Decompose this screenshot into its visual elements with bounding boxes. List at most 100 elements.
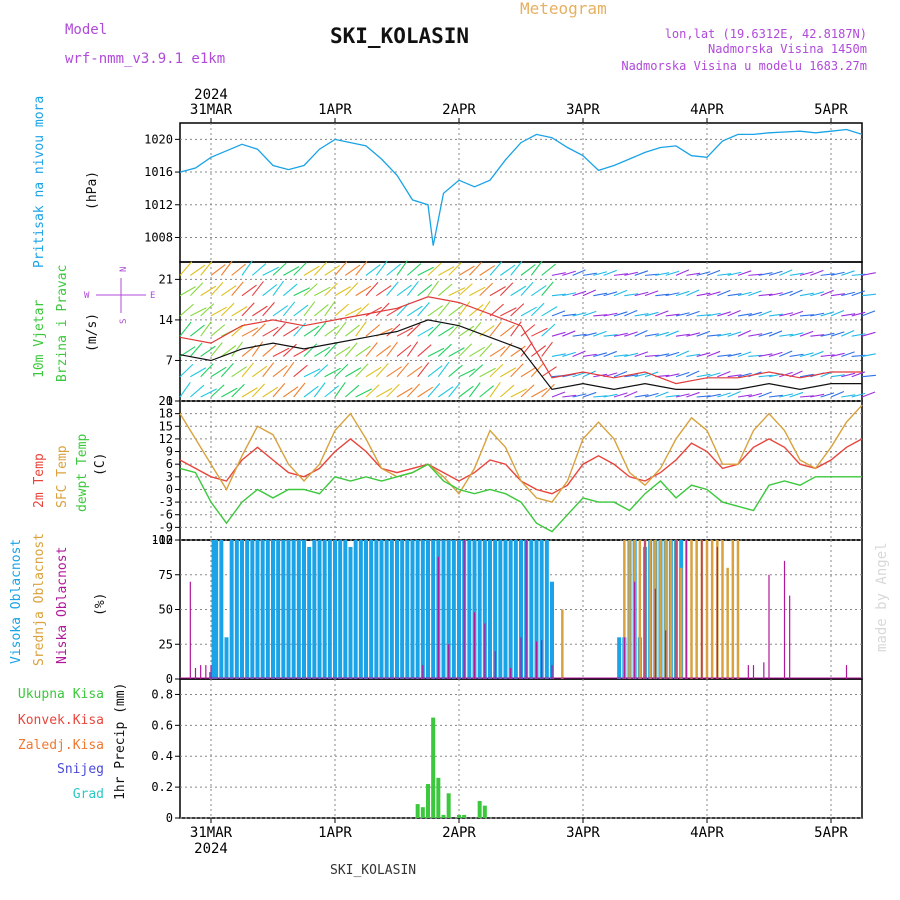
wind-barb (221, 387, 238, 398)
wind-barb (541, 366, 557, 378)
wind-barb (313, 322, 327, 337)
cloud-bar-high (353, 540, 358, 679)
cloud-bar-high (255, 540, 260, 679)
cloud-bar-low (665, 630, 667, 679)
wind-barb (799, 395, 814, 398)
wind-barb (841, 394, 856, 398)
precip-bar (426, 784, 430, 818)
wind-barb (624, 271, 639, 276)
wind-barb (489, 363, 504, 378)
wind-barb (200, 285, 217, 297)
wind-barb (799, 292, 814, 297)
wind-barb (758, 353, 773, 357)
elevation: Nadmorska Visina 1450m (708, 42, 867, 56)
wind-barb (520, 324, 536, 337)
cloud-unit: (%) (93, 593, 108, 616)
wind-speed-line (179, 319, 862, 391)
cloud-bar-high (389, 540, 394, 679)
wind-barb (634, 270, 649, 276)
wind-barb (706, 269, 721, 276)
cloud-bar-high (415, 540, 420, 679)
product-title: Meteogram (520, 0, 607, 18)
cloud-ytick-label: 25 (159, 637, 173, 651)
wind-barb (283, 266, 300, 276)
wind-barb (572, 269, 586, 276)
wind-barb (624, 293, 639, 297)
wind-barb (675, 350, 690, 357)
wind-barb (665, 330, 679, 337)
wind-barb (479, 342, 493, 357)
wind-barb (386, 281, 399, 296)
cloud-bar-high (426, 540, 430, 679)
cloud-bar-low (752, 665, 755, 679)
cloud-bar-high (508, 540, 513, 679)
wind-barb (603, 350, 617, 357)
wind-barb (748, 392, 762, 398)
cloud-bar-mid (710, 540, 714, 679)
cloud-bar-high (338, 540, 343, 679)
precip-ytick-label: 0 (166, 811, 173, 825)
cloud-bar-high (343, 540, 348, 679)
wind-barb (262, 386, 279, 398)
wind-barb (820, 289, 834, 297)
wind-barb (417, 266, 434, 276)
wind-barb (293, 304, 309, 317)
wind-barb (655, 310, 669, 317)
cloud-bar-high (333, 540, 337, 679)
wind-barb (293, 382, 306, 398)
wind-barb (810, 350, 824, 357)
cloud-bar-high (234, 540, 239, 679)
wind-barb (572, 290, 587, 297)
wind-barb (861, 374, 876, 378)
wind-barb (779, 312, 794, 317)
wind-barb (820, 392, 835, 398)
wind-barb (737, 329, 752, 337)
wind-barb (799, 352, 814, 357)
wind-barb (220, 302, 235, 317)
wind-barb (324, 265, 341, 276)
wind-barb (779, 393, 794, 398)
wind-barb (727, 391, 741, 398)
wind-barb (458, 325, 475, 337)
wind-barb (841, 313, 856, 317)
wind-barb (241, 327, 259, 337)
wind-barb (613, 311, 628, 317)
cloud-bar-mid (726, 567, 729, 679)
wind-barb (841, 270, 855, 276)
temp-label-3: dewpt Temp (75, 434, 90, 512)
cloud-bar-low (535, 641, 538, 679)
wind-barb (851, 333, 866, 337)
wind-barb (272, 280, 285, 296)
wind-barb (531, 285, 547, 297)
cloud-bar-low (473, 612, 476, 679)
wind-barb (241, 260, 253, 276)
wind-barb (706, 350, 721, 357)
cloud-bar-low (763, 662, 765, 679)
cloud-bar-low (200, 665, 202, 679)
wind-ytick-label: 14 (159, 313, 173, 327)
year-bottom-label: 2024 (194, 841, 228, 857)
wind-barb (748, 354, 763, 358)
wind-barb (768, 313, 783, 317)
wind-barb (644, 273, 659, 276)
cloud-bar-high (307, 546, 312, 679)
wind-barb (231, 263, 247, 276)
credit: made by Angel (874, 542, 890, 652)
cloud-bar-high (271, 540, 275, 679)
wind-barb (479, 367, 496, 378)
wind-barb (624, 309, 638, 317)
wind-barb (262, 284, 278, 297)
wind-barb (593, 330, 607, 337)
wind-barb (355, 345, 371, 357)
wind-barb (582, 353, 597, 358)
wind-barb (520, 306, 538, 317)
wind-barb (375, 302, 390, 317)
wind-barb (179, 286, 196, 297)
wind-barb (427, 322, 441, 337)
wind-barb (283, 386, 299, 398)
cloud-ytick-label: 50 (159, 603, 173, 617)
cloud-bar-high (441, 540, 446, 679)
wind-barb (334, 363, 349, 378)
cloud-bar-mid (690, 540, 693, 679)
wind-barb (562, 394, 577, 398)
